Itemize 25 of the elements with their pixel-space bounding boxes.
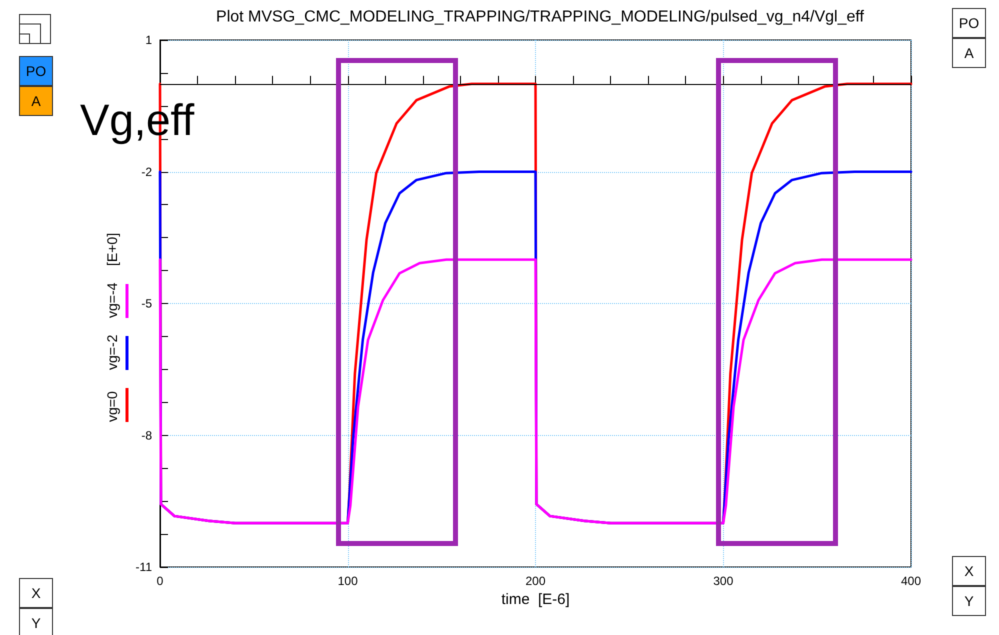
x-axis-title: time [E-6] — [501, 590, 570, 608]
toggle-button: X — [19, 578, 53, 608]
x-tick-label: 200 — [525, 574, 546, 588]
toggle-button: A — [19, 86, 53, 116]
toggle-button: Y — [19, 608, 53, 635]
line-series — [158, 258, 912, 524]
x-tick-label: 0 — [156, 574, 164, 588]
x-tick-label: 300 — [713, 574, 734, 588]
y-tick-label: 1 — [145, 33, 152, 47]
toggle-button: Y — [952, 586, 986, 616]
toggle-button: X — [952, 556, 986, 586]
y-tick-label: -8 — [141, 428, 152, 442]
toggle-button: A — [952, 38, 986, 68]
text: vg=0 — [104, 391, 120, 422]
x-tick-label: 400 — [900, 574, 922, 588]
chart-title: Plot MVSG_CMC_MODELING_TRAPPING/TRAPPING_MODELING/pulsed_vg_n4/Vgl_eff — [216, 8, 865, 26]
text: vg=-4 — [104, 282, 120, 318]
text: vg=-2 — [104, 334, 120, 370]
y-tick-label: -2 — [141, 164, 152, 179]
y-axis-title: [E+0] — [104, 232, 120, 266]
y-tick-label: -5 — [141, 296, 152, 310]
y-tick-label: -11 — [136, 560, 152, 574]
toggle-button: PO — [952, 8, 986, 38]
x-tick-label: 100 — [338, 574, 358, 588]
toggle-button: PO — [19, 56, 53, 86]
